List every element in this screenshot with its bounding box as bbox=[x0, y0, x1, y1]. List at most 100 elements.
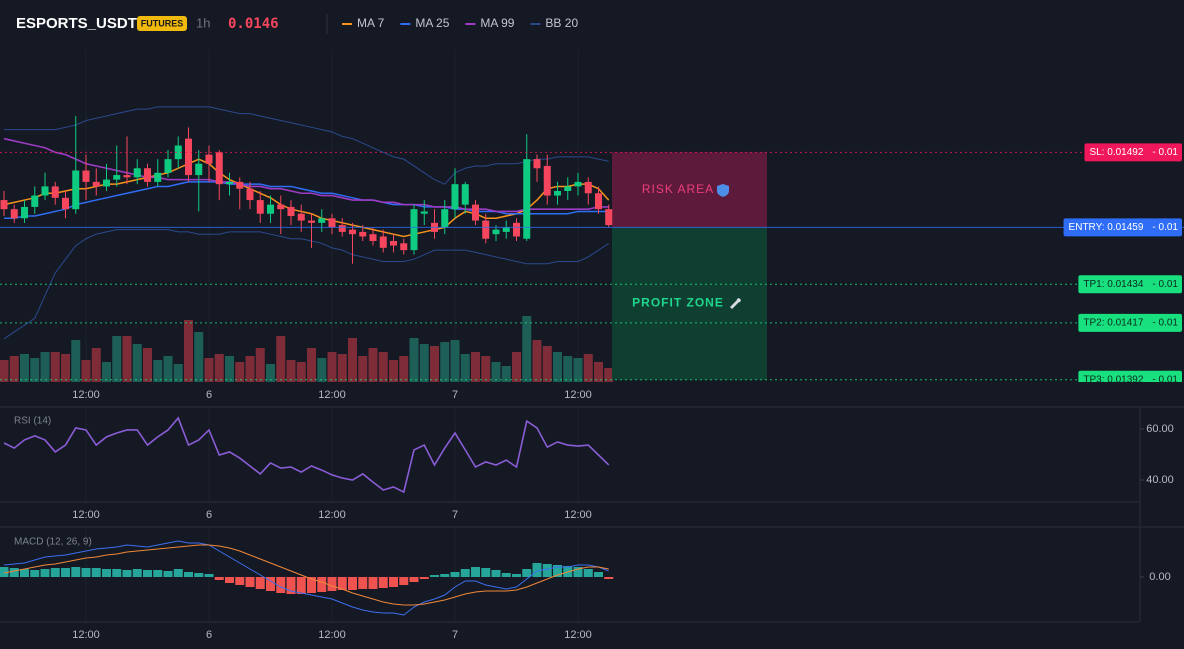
volume-bar bbox=[61, 354, 70, 382]
candle-body bbox=[226, 181, 233, 185]
candle-body bbox=[215, 152, 223, 185]
y-tick-label: 40.00 bbox=[1146, 474, 1174, 486]
volume-bar bbox=[255, 348, 265, 382]
macd-histogram-bar bbox=[91, 568, 101, 577]
macd-histogram-bar bbox=[184, 572, 193, 577]
candle-body bbox=[41, 186, 49, 196]
macd-histogram-bar bbox=[143, 570, 152, 577]
volume-bar bbox=[481, 356, 491, 382]
x-tick-label: 12:00 bbox=[564, 629, 592, 641]
macd-histogram-bar bbox=[214, 577, 224, 580]
volume-bar bbox=[81, 360, 91, 382]
macd-histogram-bar bbox=[512, 574, 521, 577]
rocket-icon bbox=[730, 298, 741, 309]
volume-bar bbox=[276, 336, 286, 382]
macd-histogram-bar bbox=[532, 563, 542, 577]
macd-histogram-bar bbox=[276, 577, 286, 593]
volume-bar bbox=[450, 340, 460, 382]
candle-body bbox=[133, 168, 141, 178]
candle-body bbox=[564, 186, 572, 191]
candle-body bbox=[482, 220, 490, 239]
macd-histogram-bar bbox=[245, 577, 255, 587]
candle-body bbox=[0, 200, 8, 210]
volume-bar bbox=[266, 364, 275, 382]
candle-body bbox=[533, 159, 541, 169]
price-label-detail: - 0.01 bbox=[1152, 147, 1178, 158]
macd-histogram-bar bbox=[440, 574, 450, 577]
rsi-line bbox=[3, 416, 610, 494]
x-tick-label: 12:00 bbox=[72, 629, 100, 641]
volume-bar bbox=[102, 362, 111, 382]
bollinger-upper bbox=[4, 106, 609, 185]
macd-histogram-bar bbox=[317, 577, 327, 592]
macd-histogram-bar bbox=[358, 577, 368, 589]
volume-bar bbox=[20, 354, 29, 382]
volume-bar bbox=[9, 356, 19, 382]
volume-bar bbox=[430, 346, 439, 382]
x-tick-label: 7 bbox=[452, 509, 458, 521]
candle-body bbox=[369, 234, 377, 242]
candle-body bbox=[595, 193, 602, 210]
volume-bar bbox=[491, 362, 501, 382]
candle-body bbox=[256, 200, 264, 214]
candle-body bbox=[338, 225, 346, 232]
volume-bar bbox=[317, 358, 327, 382]
candle-body bbox=[154, 172, 162, 182]
candle-body bbox=[287, 206, 295, 216]
macd-histogram-bar bbox=[153, 570, 163, 577]
x-tick-label: 12:00 bbox=[318, 629, 346, 641]
y-tick-label: 0.00 bbox=[1149, 571, 1170, 583]
volume-bar bbox=[419, 344, 429, 382]
macd-histogram-bar bbox=[471, 567, 480, 577]
x-tick-label: 6 bbox=[206, 389, 212, 401]
macd-histogram-bar bbox=[0, 567, 9, 577]
candle-body bbox=[123, 175, 131, 178]
candle-body bbox=[328, 218, 336, 228]
macd-histogram-bar bbox=[327, 577, 337, 591]
macd-histogram-bar bbox=[194, 573, 204, 577]
symbol: ESPORTS_USDT bbox=[16, 15, 137, 32]
legend-label: MA 7 bbox=[357, 16, 385, 30]
macd-histogram-bar bbox=[460, 569, 470, 577]
signal-line bbox=[3, 544, 609, 606]
candle-body bbox=[195, 163, 203, 176]
macd-histogram-bar bbox=[296, 577, 306, 594]
candle-body bbox=[144, 168, 151, 182]
candle-body bbox=[297, 213, 305, 221]
badge-bg bbox=[137, 16, 187, 31]
volume-bar bbox=[163, 356, 173, 382]
volume-bar bbox=[563, 356, 573, 382]
macd-line bbox=[3, 540, 609, 616]
volume-bar bbox=[583, 354, 593, 382]
price-label-detail: - 0.01 bbox=[1152, 318, 1178, 329]
volume-bar bbox=[286, 360, 296, 382]
candle-body bbox=[349, 229, 356, 235]
candle-body bbox=[554, 190, 561, 196]
price-label-detail: - 0.01 bbox=[1152, 374, 1178, 385]
macd-histogram-bar bbox=[235, 577, 245, 585]
shield-icon bbox=[717, 184, 729, 197]
volume-bar bbox=[368, 348, 378, 382]
macd-histogram-bar bbox=[450, 572, 460, 577]
x-tick-label: 7 bbox=[452, 389, 458, 401]
macd-histogram-bar bbox=[430, 575, 439, 577]
macd-histogram-bar bbox=[542, 564, 552, 577]
macd-histogram-bar bbox=[307, 577, 316, 593]
zone-label: PROFIT ZONE bbox=[632, 296, 724, 310]
macd-histogram-bar bbox=[368, 577, 378, 589]
macd-histogram-bar bbox=[409, 577, 419, 582]
price-label: SL: 0.01492 bbox=[1089, 147, 1143, 158]
candle-body bbox=[318, 218, 326, 223]
price-label: ENTRY: 0.01459 bbox=[1069, 222, 1144, 233]
candle-body bbox=[379, 236, 387, 248]
volume-bar bbox=[91, 348, 101, 382]
volume-bar bbox=[112, 336, 122, 382]
price-label-bg bbox=[1078, 275, 1182, 294]
candle-body bbox=[267, 204, 274, 214]
candle-body bbox=[236, 181, 244, 189]
candle-body bbox=[605, 209, 613, 226]
volume-bar bbox=[594, 362, 603, 382]
candle-body bbox=[205, 154, 213, 164]
candle-body bbox=[390, 241, 397, 246]
